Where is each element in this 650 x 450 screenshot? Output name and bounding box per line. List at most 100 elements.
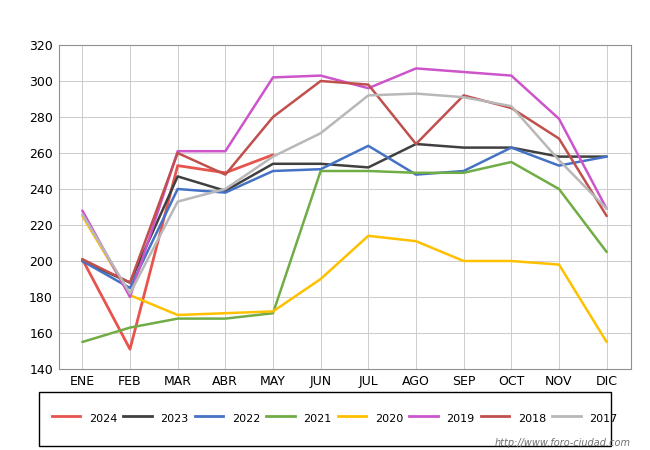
Line: 2020: 2020: [83, 216, 606, 342]
Text: 2018: 2018: [518, 414, 546, 423]
Text: http://www.foro-ciudad.com: http://www.foro-ciudad.com: [495, 438, 630, 448]
2017: [174, 199, 181, 204]
2019: [508, 73, 515, 78]
2024: [79, 256, 86, 262]
2023: [603, 154, 610, 159]
2021: [174, 316, 181, 321]
2022: [79, 258, 86, 264]
2021: [222, 316, 229, 321]
Text: 2024: 2024: [89, 414, 118, 423]
2023: [365, 165, 372, 170]
2022: [222, 190, 229, 195]
2021: [603, 249, 610, 255]
Line: 2017: 2017: [83, 94, 606, 293]
2023: [412, 141, 420, 147]
2022: [412, 172, 420, 177]
Line: 2024: 2024: [83, 155, 273, 349]
2020: [460, 258, 467, 264]
2017: [412, 91, 420, 96]
2021: [508, 159, 515, 165]
2021: [126, 325, 134, 330]
2017: [126, 291, 134, 296]
2020: [555, 262, 563, 267]
2024: [222, 170, 229, 176]
2020: [365, 233, 372, 238]
2018: [317, 78, 324, 84]
2020: [412, 238, 420, 244]
2024: [174, 163, 181, 168]
2018: [222, 172, 229, 177]
2018: [365, 82, 372, 87]
2023: [79, 258, 86, 264]
2019: [555, 116, 563, 122]
Line: 2018: 2018: [83, 81, 606, 283]
2020: [317, 276, 324, 282]
2023: [508, 145, 515, 150]
2021: [555, 186, 563, 192]
2021: [412, 170, 420, 176]
2017: [222, 186, 229, 192]
Text: 2020: 2020: [375, 414, 403, 423]
2019: [174, 148, 181, 154]
2022: [126, 285, 134, 291]
2018: [269, 114, 277, 120]
2019: [79, 208, 86, 213]
2018: [174, 150, 181, 156]
2017: [460, 94, 467, 100]
2022: [174, 186, 181, 192]
2023: [460, 145, 467, 150]
2018: [79, 256, 86, 262]
2021: [269, 310, 277, 316]
Line: 2023: 2023: [83, 144, 606, 283]
2023: [269, 161, 277, 166]
2019: [269, 75, 277, 80]
2021: [460, 170, 467, 176]
2022: [555, 163, 563, 168]
2018: [508, 105, 515, 111]
2022: [365, 143, 372, 148]
2021: [317, 168, 324, 174]
Line: 2022: 2022: [83, 146, 606, 288]
2019: [317, 73, 324, 78]
2018: [412, 141, 420, 147]
2018: [555, 136, 563, 141]
2022: [269, 168, 277, 174]
2024: [126, 346, 134, 352]
2020: [79, 213, 86, 219]
Text: 2021: 2021: [304, 414, 332, 423]
Line: 2019: 2019: [83, 68, 606, 297]
2023: [126, 280, 134, 285]
2017: [317, 130, 324, 136]
2020: [126, 292, 134, 298]
2017: [269, 154, 277, 159]
2020: [269, 309, 277, 314]
2018: [126, 280, 134, 285]
2019: [365, 86, 372, 91]
2020: [508, 258, 515, 264]
2018: [603, 213, 610, 219]
2019: [460, 69, 467, 75]
2017: [508, 104, 515, 109]
Line: 2021: 2021: [83, 162, 606, 342]
2019: [222, 148, 229, 154]
Text: 2019: 2019: [447, 414, 474, 423]
2021: [79, 339, 86, 345]
Text: Afiliados en Alhama de Aragón a 31/5/2024: Afiliados en Alhama de Aragón a 31/5/202…: [144, 11, 506, 30]
2017: [79, 212, 86, 217]
2020: [174, 312, 181, 318]
Text: 2017: 2017: [590, 414, 618, 423]
2019: [126, 294, 134, 300]
2021: [365, 168, 372, 174]
2023: [555, 154, 563, 159]
2020: [222, 310, 229, 316]
2019: [412, 66, 420, 71]
2023: [174, 174, 181, 179]
2024: [269, 152, 277, 158]
2018: [460, 93, 467, 98]
2022: [603, 154, 610, 159]
2017: [555, 158, 563, 163]
2022: [317, 166, 324, 172]
2022: [508, 145, 515, 150]
2017: [603, 206, 610, 211]
2023: [222, 188, 229, 194]
